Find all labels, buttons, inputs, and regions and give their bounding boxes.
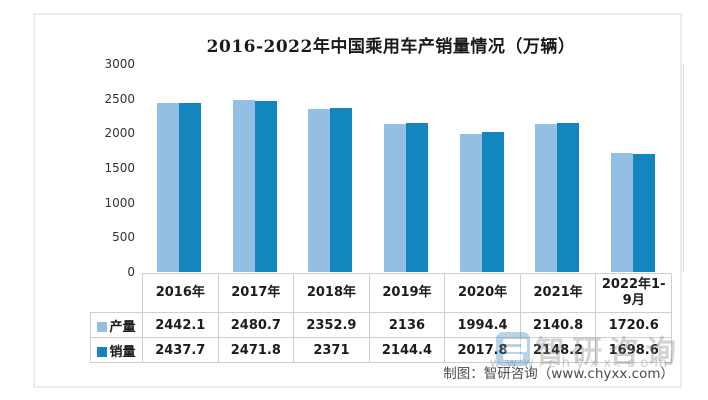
- value-cell: 2480.7: [217, 312, 295, 338]
- value-cell: 1720.6: [595, 312, 672, 338]
- legend-cell: 产量: [90, 312, 143, 338]
- value-cell: 2371: [293, 337, 370, 363]
- table-corner-cell: [91, 274, 143, 313]
- table-header-cell: 2020年: [444, 273, 521, 313]
- y-axis-label: 2500: [104, 91, 135, 106]
- legend-marker-icon: [97, 321, 108, 332]
- table-header-cell: 2016年: [142, 273, 219, 313]
- bar-销量: [406, 123, 429, 272]
- y-axis-label: 1000: [104, 195, 135, 210]
- data-table: 2016年 2017年 2018年 2019年 2020年 2021年 2022年1-9月产…: [90, 273, 672, 363]
- table-row: 产量 2442.1 2480.7 2352.9 2136 1994.4 2140.8 1720…: [90, 312, 672, 338]
- bar-产量: [384, 124, 407, 272]
- bar-group: [520, 64, 596, 272]
- plot-area: [141, 64, 684, 272]
- bar-销量: [557, 123, 580, 272]
- value-cell: 2136: [368, 312, 446, 338]
- bar-产量: [232, 100, 255, 272]
- bar-销量: [178, 103, 201, 272]
- y-axis-label: 1500: [104, 161, 135, 175]
- value-cell: 1698.6: [595, 337, 672, 363]
- value-cell: 2017.8: [444, 337, 521, 363]
- y-axis-label: 0: [127, 265, 135, 279]
- table-header-cell: 2019年: [368, 273, 446, 313]
- value-cell: 2352.9: [293, 312, 370, 338]
- value-cell: 2140.8: [519, 312, 597, 338]
- bar-销量: [481, 132, 504, 272]
- value-cell: 2442.1: [142, 312, 219, 338]
- bar-产量: [459, 134, 482, 272]
- bar-group: [217, 64, 293, 272]
- legend-label: 销量: [109, 344, 136, 360]
- bar-产量: [156, 103, 179, 272]
- y-axis: 0 500 1000 1500 2000 2500 3000: [35, 15, 135, 279]
- table-header-cell: 2018年: [293, 273, 370, 313]
- bar-销量: [633, 154, 656, 272]
- value-cell: 2437.7: [142, 337, 219, 363]
- y-axis-label: 500: [112, 230, 135, 245]
- value-cell: 2471.8: [217, 337, 295, 363]
- bar-产量: [308, 109, 331, 272]
- chart-title: 2016-2022年中国乘用车产销量情况（万辆）: [206, 37, 576, 57]
- bar-group: [141, 64, 217, 272]
- y-axis-label: 2000: [104, 126, 135, 141]
- legend-cell: 销量: [90, 337, 143, 363]
- table-header-cell: 2021年: [519, 273, 597, 313]
- table-row: 销量 2437.7 2471.8 2371 2144.4 2017.8 2148.2 1698…: [90, 337, 672, 363]
- y-axis-label: 3000: [104, 57, 135, 71]
- bar-group: [368, 64, 444, 272]
- bars-row: [141, 64, 671, 272]
- bar-产量: [535, 124, 558, 272]
- table-header-cell: 2017年: [217, 273, 295, 313]
- legend-label: 产量: [109, 319, 136, 335]
- bar-group: [444, 64, 520, 272]
- table-body: 2016年 2017年 2018年 2019年 2020年 2021年 2022年1-9月产…: [90, 273, 672, 363]
- legend-marker-icon: [97, 346, 108, 357]
- bar-销量: [254, 101, 277, 272]
- bar-group: [595, 64, 671, 272]
- chart-container: 2016-2022年中国乘用车产销量情况（万辆） 0 500 1000 1500 200…: [33, 13, 684, 388]
- table-header-cell: 2022年1-9月: [595, 273, 672, 313]
- credit-text: 制图：智研咨询（www.chyxx.com）: [443, 366, 674, 382]
- value-cell: 2148.2: [519, 337, 597, 363]
- value-cell: 1994.4: [444, 312, 521, 338]
- bar-销量: [330, 108, 353, 272]
- bar-产量: [611, 153, 634, 272]
- bar-group: [292, 64, 368, 272]
- value-cell: 2144.4: [368, 337, 446, 363]
